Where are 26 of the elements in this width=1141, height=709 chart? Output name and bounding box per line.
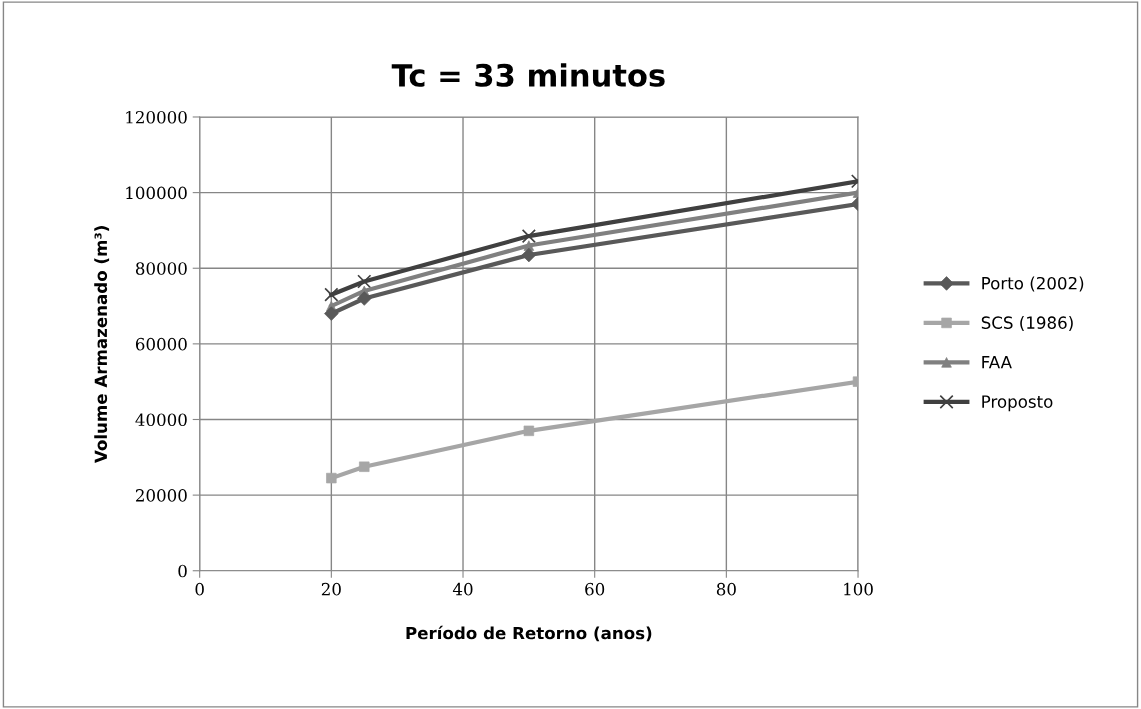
point xyxy=(357,291,372,306)
legend-label: FAA xyxy=(982,356,1012,369)
x-tick-label: 0 xyxy=(195,582,204,596)
point xyxy=(523,425,535,437)
y-tick-label: 40000 xyxy=(135,413,187,427)
legend-label: Porto (2002) xyxy=(982,276,1084,292)
x-axis-title: Período de Retorno (anos) xyxy=(406,625,652,642)
y-axis-title: Volume Armazenado (m³) xyxy=(94,226,110,463)
x-tick-label: 60 xyxy=(585,582,605,596)
chart-title: Tc = 33 minutos xyxy=(391,63,665,87)
x-tick-label: 100 xyxy=(844,582,873,596)
y-tick-label: 20000 xyxy=(135,489,187,502)
point xyxy=(357,274,372,289)
x-tick-label: 20 xyxy=(321,582,341,596)
y-tick-label: 100000 xyxy=(126,186,187,200)
y-tick-label: 0 xyxy=(178,564,187,578)
point xyxy=(324,287,339,302)
legend-label: Proposto xyxy=(982,395,1053,412)
point xyxy=(359,461,370,472)
x-tick-label: 40 xyxy=(452,582,473,596)
x-tick-label: 80 xyxy=(716,582,736,596)
point xyxy=(521,229,536,244)
y-tick-label: 60000 xyxy=(135,337,187,351)
y-tick-label: 80000 xyxy=(135,262,187,275)
y-tick-label: 120000 xyxy=(126,110,187,124)
legend-label: SCS (1986) xyxy=(981,316,1073,331)
